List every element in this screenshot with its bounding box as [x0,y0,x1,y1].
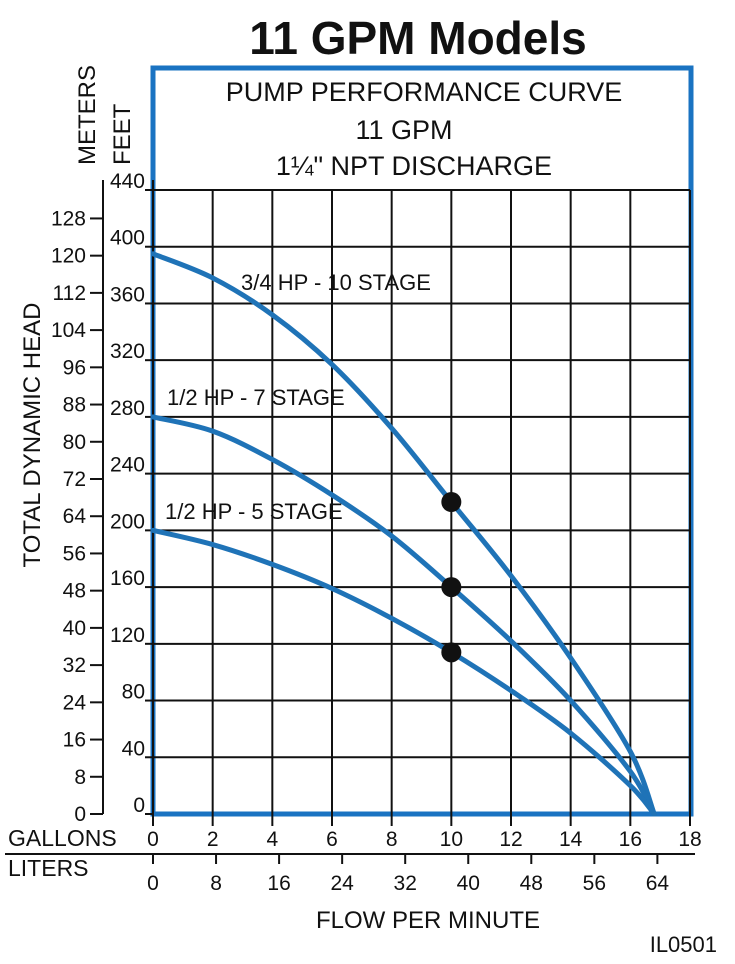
gallon-tick-label: 18 [678,828,701,851]
meter-tick-label: 96 [63,356,86,379]
meter-tick-label: 56 [63,542,86,565]
curve-group [150,251,657,817]
liter-tick-label: 40 [457,872,480,895]
meter-tick-label: 80 [63,431,86,454]
y-axis-label: TOTAL DYNAMIC HEAD [19,303,46,568]
feet-tick-label: 0 [133,794,145,817]
liter-tick-label: 56 [583,872,606,895]
series-label-10-stage: 3/4 HP - 10 STAGE [241,270,431,295]
gallon-tick-label: 10 [440,828,463,851]
curve-5-stage [150,527,657,817]
feet-tick-label: 80 [122,681,145,704]
operating-point-marker [441,642,462,663]
meter-tick-label: 24 [63,691,87,714]
gallon-tick-label: 16 [619,828,642,851]
feet-tick-label: 320 [110,340,145,363]
gallon-tick-label: 4 [266,828,278,851]
gallon-tick-label: 6 [326,828,338,851]
meters-unit-label: METERS [74,65,101,165]
main-title: 11 GPM Models [249,12,586,64]
meter-tick-label: 88 [63,394,86,417]
gallon-tick-label: 8 [386,828,398,851]
operating-point-marker [441,492,462,512]
liter-tick-label: 32 [394,872,417,895]
liter-tick-group: 0 8 16 24 32 40 48 56 64 [147,854,669,895]
series-label-5-stage: 1/2 HP - 5 STAGE [165,499,343,524]
gallon-tick-label: 14 [559,828,583,851]
meter-tick-label: 16 [63,729,86,752]
meter-tick-label: 112 [53,282,86,305]
series-label-7-stage: 1/2 HP - 7 STAGE [167,385,345,410]
figure-id: IL0501 [650,932,717,957]
feet-tick-label: 400 [110,227,145,250]
meter-tick-label: 64 [63,505,87,528]
feet-unit-label: FEET [109,103,136,165]
feet-tick-label: 40 [122,737,145,760]
meter-tick-label: 0 [74,803,86,826]
feet-tick-label: 200 [110,510,145,533]
liter-tick-label: 24 [330,872,354,895]
gallon-tick-label: 2 [207,828,219,851]
liter-tick-label: 8 [210,872,222,895]
feet-tick-label: 160 [110,567,145,590]
x-axis-label: FLOW PER MINUTE [316,907,540,934]
meter-tick-group: 0 8 16 24 32 40 48 56 64 72 80 88 96 104 112 120 128 [51,207,103,826]
chart-title-line-2: 11 GPM [355,115,452,145]
gallon-tick-group: 0 2 4 6 8 10 12 14 16 18 [147,814,702,851]
meter-tick-label: 40 [63,617,86,640]
meter-tick-label: 8 [74,766,86,789]
liter-tick-label: 64 [646,872,670,895]
meter-tick-label: 120 [51,245,86,268]
liter-tick-label: 48 [520,872,543,895]
feet-tick-label: 360 [110,283,145,306]
feet-tick-group: 0 40 80 120 160 200 240 280 320 360 400 440 [110,170,153,817]
operating-point-marker [441,577,462,598]
liter-tick-label: 0 [147,872,159,895]
curve-10-stage [150,251,657,817]
feet-tick-label: 440 [110,170,145,193]
meter-tick-label: 104 [51,319,86,342]
meter-tick-label: 48 [63,580,86,603]
feet-tick-label: 120 [110,624,145,647]
feet-tick-label: 280 [110,397,145,420]
chart-title-line-1: PUMP PERFORMANCE CURVE [226,77,623,107]
meter-tick-label: 32 [63,654,86,677]
gallons-unit-label: GALLONS [8,825,117,851]
gallon-tick-label: 12 [499,828,522,851]
marker-group [441,492,462,663]
chart-title-line-3: 1¼" NPT DISCHARGE [276,151,552,181]
curve-7-stage [150,414,657,817]
liter-tick-label: 16 [267,872,290,895]
gallon-tick-label: 0 [147,828,159,851]
liters-unit-label: LITERS [8,855,89,881]
meter-tick-label: 128 [51,207,86,230]
meter-tick-label: 72 [63,468,86,491]
feet-tick-label: 240 [110,454,145,477]
